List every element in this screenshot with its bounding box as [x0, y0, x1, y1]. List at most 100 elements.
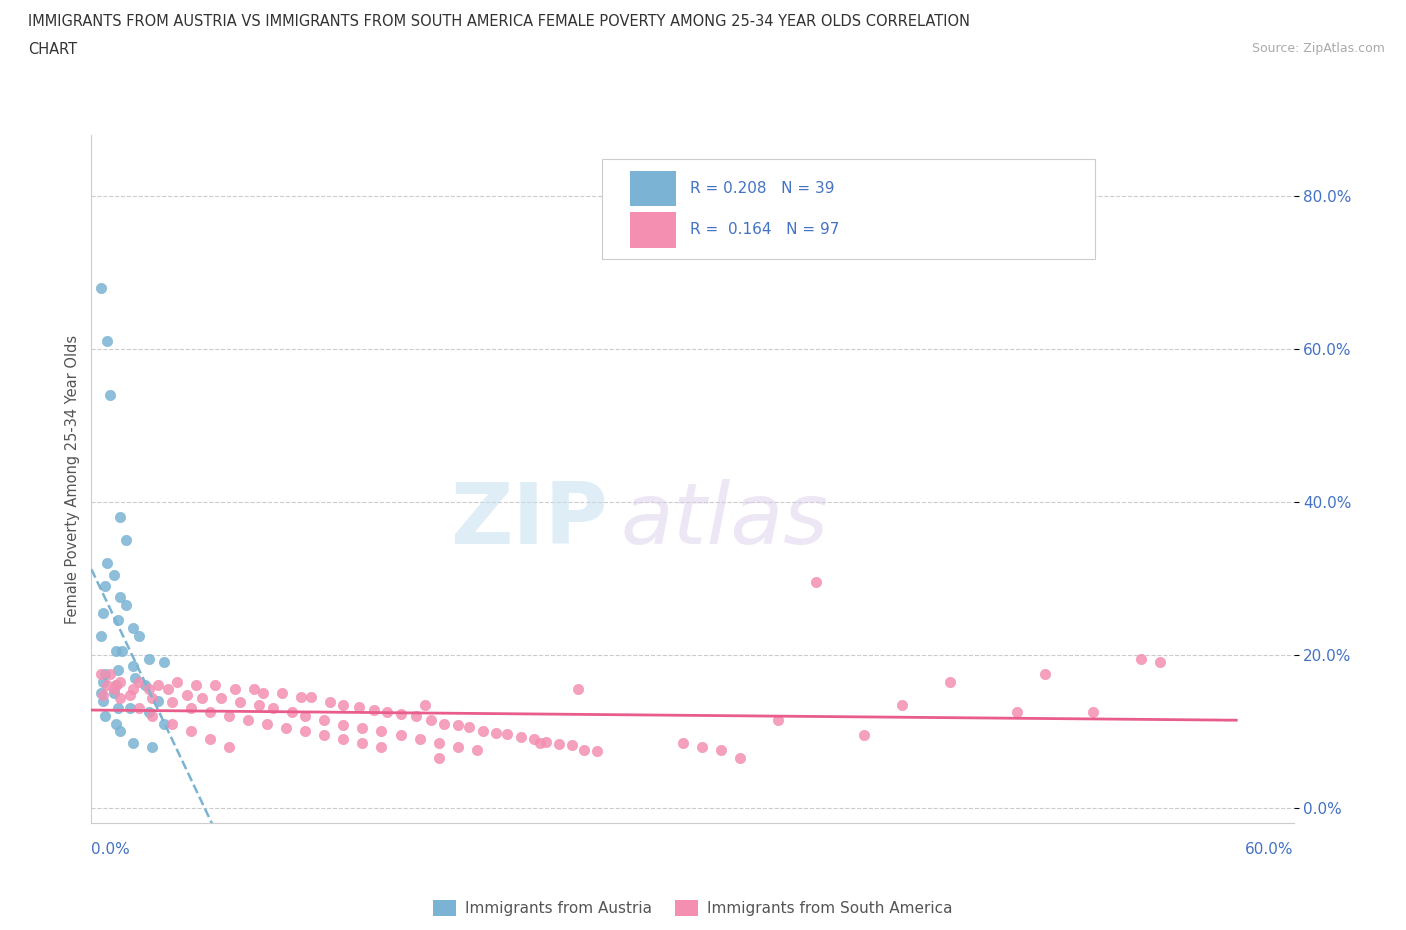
Point: [160, 716, 183, 731]
Point: [370, 739, 392, 754]
Point: [1149, 655, 1171, 670]
Point: [567, 682, 589, 697]
Point: [389, 707, 412, 722]
Point: [389, 727, 412, 742]
Point: [108, 674, 131, 689]
Point: [108, 724, 131, 738]
Point: [118, 701, 141, 716]
Point: [134, 678, 156, 693]
Point: [107, 663, 129, 678]
Text: 0.0%: 0.0%: [91, 842, 131, 857]
Point: [128, 629, 150, 644]
Point: [111, 644, 134, 658]
Point: [108, 691, 131, 706]
Point: [148, 693, 170, 708]
Point: [352, 721, 374, 736]
Point: [672, 736, 695, 751]
Text: Source: ZipAtlas.com: Source: ZipAtlas.com: [1251, 42, 1385, 55]
Point: [314, 712, 336, 727]
Point: [90, 667, 112, 682]
Point: [90, 629, 112, 644]
Point: [299, 689, 322, 704]
Point: [128, 674, 150, 689]
Point: [939, 674, 962, 689]
Point: [485, 725, 508, 740]
Point: [447, 739, 470, 754]
Point: [103, 682, 125, 697]
Point: [96, 555, 118, 570]
Point: [690, 739, 713, 754]
Point: [1035, 667, 1057, 682]
Point: [198, 732, 221, 747]
Point: [561, 737, 583, 752]
Point: [509, 730, 531, 745]
Point: [93, 578, 115, 593]
Point: [114, 598, 136, 613]
Point: [471, 724, 494, 738]
Point: [218, 709, 240, 724]
Point: [153, 716, 176, 731]
Point: [1083, 705, 1105, 720]
Point: [96, 678, 118, 693]
Point: [256, 716, 278, 731]
Point: [247, 698, 270, 712]
Y-axis label: Female Poverty Among 25-34 Year Olds: Female Poverty Among 25-34 Year Olds: [65, 335, 80, 623]
Point: [138, 682, 160, 697]
Point: [148, 678, 170, 693]
Point: [224, 682, 246, 697]
Point: [186, 678, 208, 693]
Text: R = 0.208   N = 39: R = 0.208 N = 39: [690, 181, 835, 196]
Point: [180, 701, 202, 716]
Point: [728, 751, 751, 765]
Point: [105, 678, 128, 693]
Point: [100, 667, 122, 682]
Point: [332, 732, 354, 747]
Point: [105, 644, 128, 658]
Point: [523, 732, 546, 747]
Text: R =  0.164   N = 97: R = 0.164 N = 97: [690, 222, 839, 237]
Point: [534, 735, 557, 750]
Point: [427, 751, 450, 765]
Text: atlas: atlas: [620, 479, 828, 562]
Point: [118, 687, 141, 702]
FancyBboxPatch shape: [630, 170, 676, 206]
Point: [319, 695, 342, 710]
Point: [229, 695, 252, 710]
Point: [806, 575, 828, 590]
Point: [236, 712, 259, 727]
Point: [710, 743, 733, 758]
Point: [107, 613, 129, 628]
Point: [105, 716, 128, 731]
Text: IMMIGRANTS FROM AUSTRIA VS IMMIGRANTS FROM SOUTH AMERICA FEMALE POVERTY AMONG 25: IMMIGRANTS FROM AUSTRIA VS IMMIGRANTS FR…: [28, 14, 970, 29]
Point: [122, 658, 145, 673]
Point: [122, 736, 145, 751]
Point: [496, 727, 519, 742]
Point: [420, 712, 443, 727]
Point: [332, 698, 354, 712]
Point: [105, 678, 128, 693]
Point: [153, 655, 176, 670]
Point: [768, 712, 790, 727]
Point: [191, 691, 214, 706]
Point: [458, 720, 481, 735]
Point: [274, 721, 297, 736]
Point: [141, 709, 163, 724]
Point: [209, 691, 232, 706]
Point: [548, 736, 571, 751]
Point: [160, 695, 183, 710]
Point: [91, 605, 114, 620]
Point: [156, 682, 179, 697]
Point: [204, 678, 226, 693]
FancyBboxPatch shape: [602, 159, 1095, 259]
Point: [262, 701, 284, 716]
Point: [141, 691, 163, 706]
Point: [375, 705, 398, 720]
Point: [586, 744, 609, 759]
Point: [91, 693, 114, 708]
Point: [280, 705, 302, 720]
Point: [176, 687, 198, 702]
Point: [103, 685, 125, 700]
Point: [218, 739, 240, 754]
Point: [363, 702, 385, 717]
Point: [405, 709, 427, 724]
